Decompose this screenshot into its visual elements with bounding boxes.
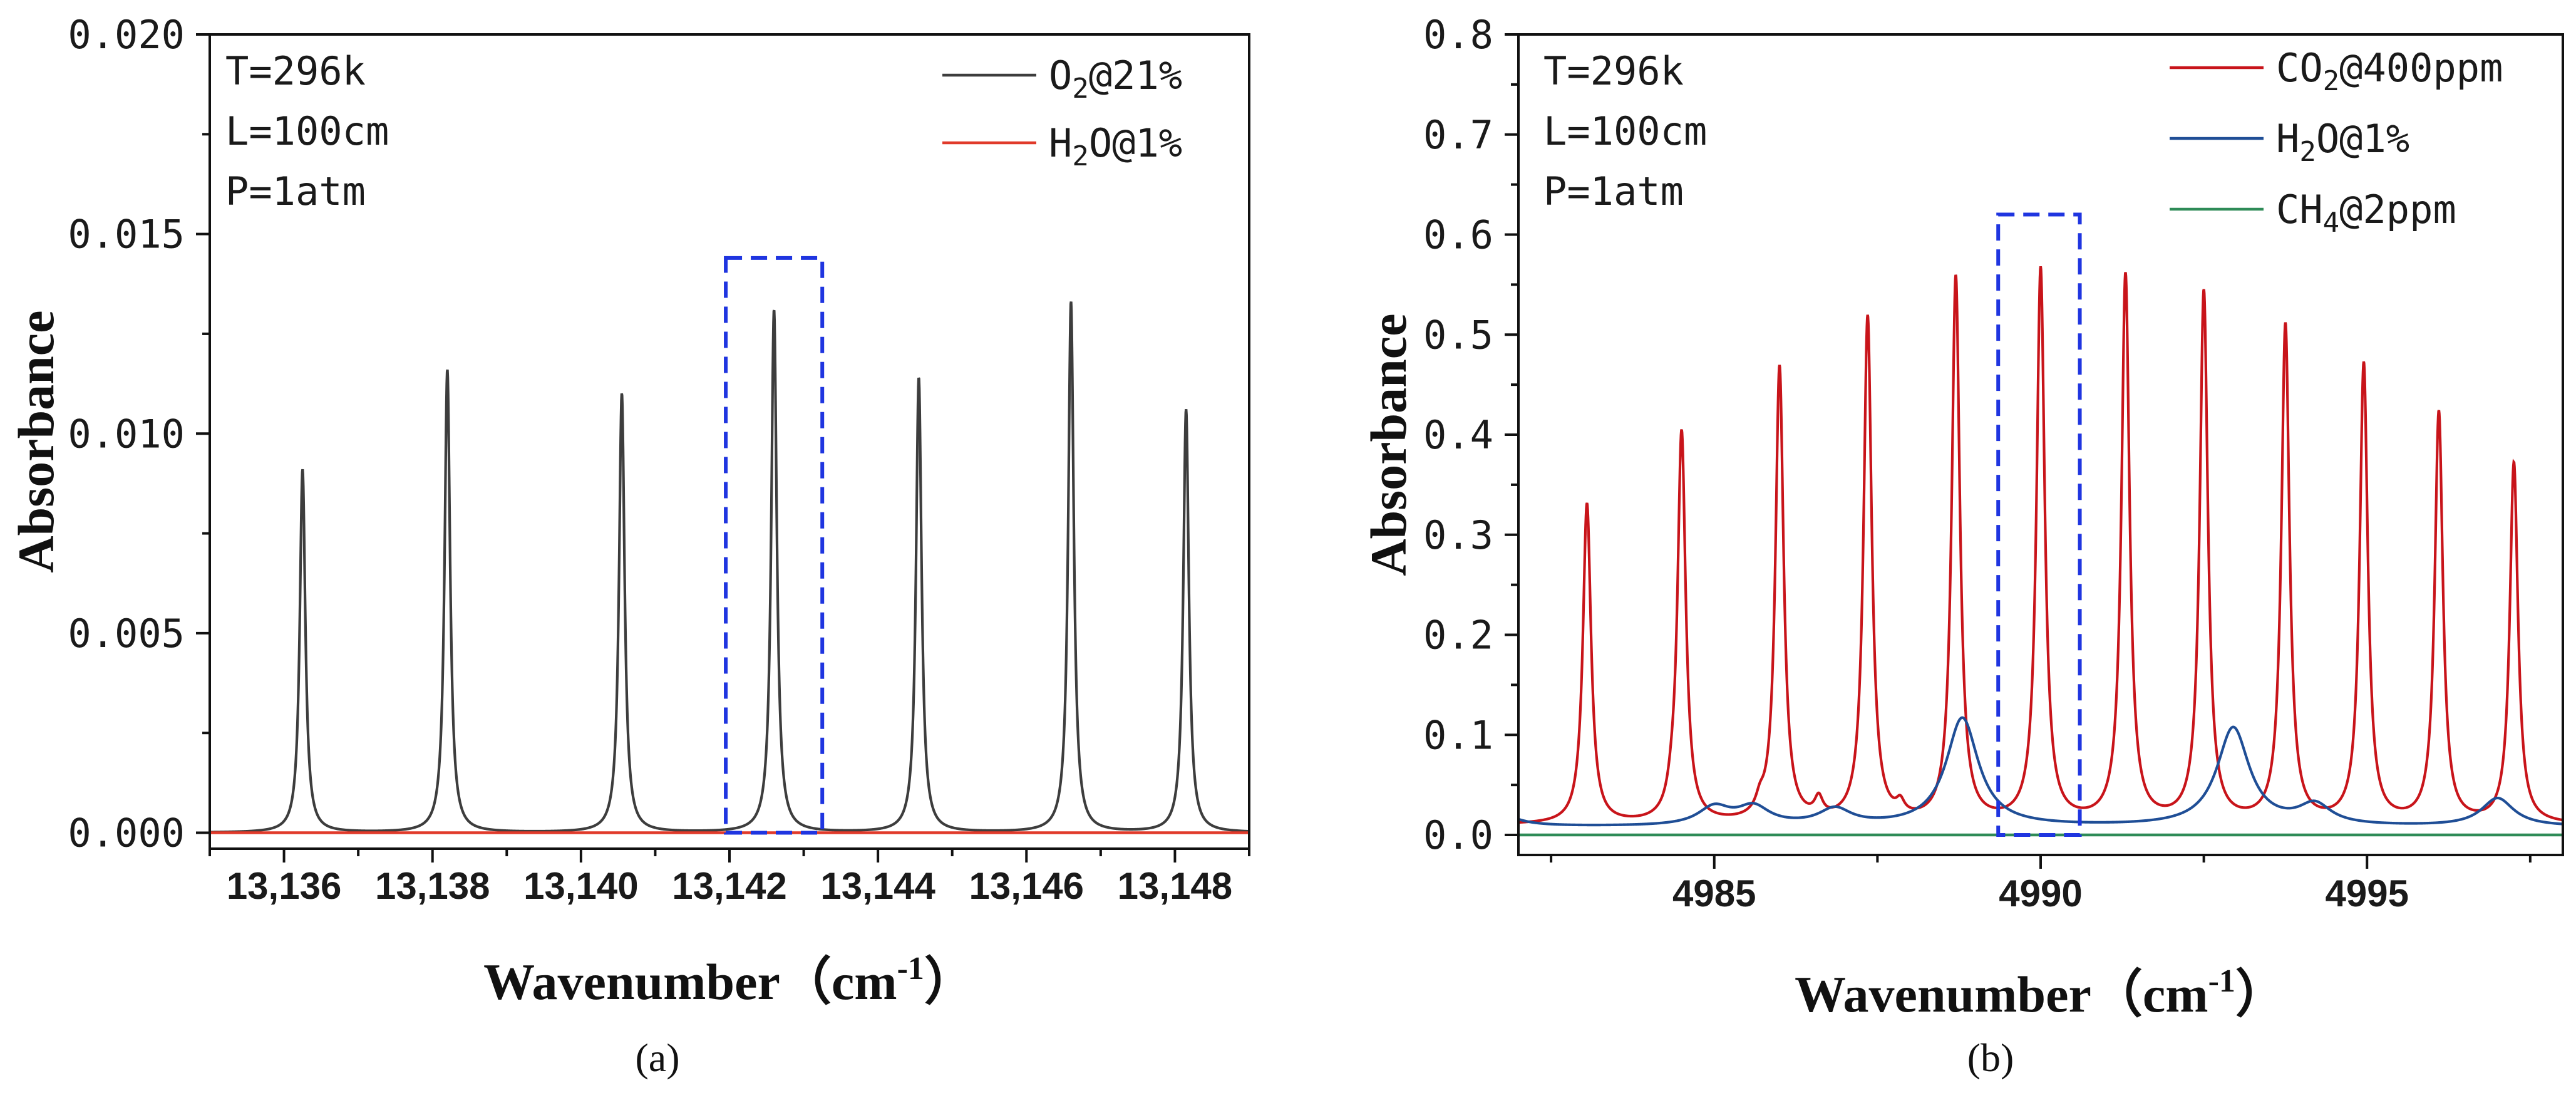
y-tick-label: 0.8 [1423,12,1493,58]
y-tick-label: 0.2 [1423,613,1493,658]
legend-entry: H2O@1% [2276,116,2409,168]
legend-entry: CH4@2ppm [2276,187,2456,239]
y-tick-label: 0.005 [68,611,185,656]
series-line-O2@21% [210,301,1249,834]
x-tick-label: 13,142 [672,865,787,907]
condition-annotation: L=100cm [1543,108,1707,154]
chart-panel-b: 0.0 0.1 0.2 0.3 0.4 0.5 0.6 0.7 0.8 4985 4990 4995 T… [1360,12,2564,1080]
y-tick-label: 0.5 [1423,312,1493,358]
condition-annotation: L=100cm [225,108,389,154]
highlight-box [724,256,825,835]
x-tick-label: 13,140 [523,865,639,907]
y-axis-label: Absorbance [1360,313,1417,576]
legend-entry: O2@21% [1049,53,1182,105]
x-tick-label: 4985 [1672,873,1756,914]
panel-label: (a) [635,1035,679,1080]
condition-annotation: T=296k [225,48,366,94]
y-tick-label: 0.015 [68,212,185,257]
x-tick-label: 13,148 [1118,865,1233,907]
condition-annotation: P=1atm [1543,168,1684,214]
y-tick-label: 0.6 [1423,212,1493,258]
series-line-CO2@400ppm [1518,266,2563,824]
series-line-H2O@1% [1518,716,2563,827]
y-tick-label: 0.0 [1423,812,1493,858]
x-tick-label: 13,146 [969,865,1084,907]
legend-entry: H2O@1% [1049,120,1182,172]
panel-label: (b) [1967,1035,2014,1080]
x-tick-label: 13,138 [375,865,490,907]
x-axis-label: Wavenumber（cm-1） [483,951,976,1010]
y-tick-label: 0.1 [1423,712,1493,758]
x-tick-label: 4995 [2326,873,2409,914]
y-tick-label: 0.3 [1423,512,1493,558]
highlight-box [1996,212,2082,837]
legend-entry: CO2@400ppm [2276,45,2503,97]
y-tick-label: 0.4 [1423,412,1493,458]
x-tick-label: 13,144 [820,865,935,907]
x-tick-label: 4990 [1999,873,2082,914]
y-axis-label: Absorbance [8,310,64,572]
y-tick-label: 0.000 [68,811,185,856]
y-tick-label: 0.010 [68,411,185,457]
y-tick-label: 0.020 [68,12,185,58]
x-tick-label: 13,136 [227,865,342,907]
y-tick-label: 0.7 [1423,112,1493,158]
condition-annotation: P=1atm [225,168,366,214]
x-axis-label: Wavenumber（cm-1） [1795,963,2287,1023]
chart-panel-a: 0.000 0.005 0.010 0.015 0.020 13,136 13,138 13,… [8,12,1250,1080]
condition-annotation: T=296k [1543,48,1684,94]
